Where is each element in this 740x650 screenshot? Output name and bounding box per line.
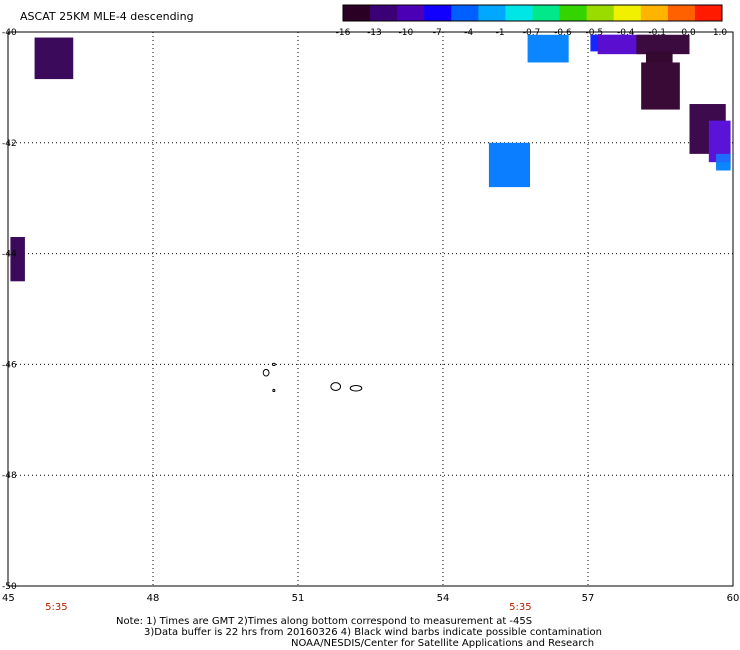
colorbar-label-11: 0.0 [681,28,696,38]
note-line-2: 3)Data buffer is 22 hrs from 20160326 4)… [144,627,602,638]
colorbar-label-2: -10 [398,28,413,38]
colorbar-swatch-1 [370,5,398,21]
colorbar-swatch-6 [505,5,533,21]
note-line-3: NOAA/NESDIS/Center for Satellite Applica… [291,638,595,649]
lon-label-1: 48 [147,593,160,604]
wind-cell-6 [636,34,690,55]
colorbar-label-10: -0.1 [648,28,666,38]
lat-label-4: -48 [2,471,17,481]
colorbar-label-9: -0.4 [617,28,635,38]
colorbar [342,4,723,22]
note-line-1: Note: 1) Times are GMT 2)Times along bot… [116,616,533,627]
wind-cell-10 [708,120,731,163]
island-2 [272,388,276,393]
colorbar-label-0: -16 [336,28,351,38]
wind-cell-1 [10,236,25,282]
lat-label-2: -44 [2,250,17,260]
colorbar-label-3: -7 [433,28,442,38]
lat-label-5: -50 [2,582,17,592]
colorbar-swatch-9 [586,5,615,21]
lon-label-3: 54 [437,593,450,604]
island-3 [330,382,342,391]
colorbar-label-5: -1 [496,28,505,38]
colorbar-labels: -16 -13 -10 -7 -4 -1 -0.7 -0.6 -0.5 -0.4 -0.1 0.0 1.… [336,28,728,38]
colorbar-label-1: -13 [367,28,382,38]
colorbar-swatch-8 [559,5,588,21]
colorbar-swatch-5 [478,5,506,21]
map-title: ASCAT 25KM MLE-4 descending [20,10,194,23]
colorbar-swatch-0 [343,5,371,21]
time-label-1: 5:35 [509,602,531,613]
lon-label-4: 57 [582,593,595,604]
longitude-labels: 45 48 51 54 57 60 [2,593,739,604]
map-frame [7,31,734,587]
wind-cell-3 [488,142,530,188]
colorbar-swatch-10 [613,5,642,21]
colorbar-swatch-13 [694,5,723,21]
colorbar-swatch-3 [424,5,452,21]
lon-label-2: 51 [292,593,305,604]
wind-cell-8 [641,62,680,110]
island-0 [262,368,270,377]
colorbar-swatch-7 [532,5,561,21]
wind-cell-2 [527,34,569,63]
colorbar-label-7: -0.6 [554,28,572,38]
colorbar-swatch-4 [451,5,479,21]
wind-cell-12 [716,162,731,171]
latitude-labels: -40 -42 -44 -46 -48 -50 [2,28,17,592]
lon-label-5: 60 [727,593,740,604]
wind-cells [10,34,731,282]
colorbar-swatch-11 [640,5,669,21]
island-1 [271,362,276,367]
colorbar-label-6: -0.7 [523,28,541,38]
wind-cell-0 [34,37,74,80]
colorbar-label-12: 1.0 [713,28,728,38]
coastlines [262,362,363,393]
lat-label-1: -42 [2,139,17,149]
island-4 [349,384,363,392]
colorbar-swatch-2 [397,5,425,21]
lon-label-0: 45 [2,593,15,604]
time-label-0: 5:35 [45,602,67,613]
graticule [8,32,733,586]
colorbar-border [342,4,723,22]
colorbar-label-8: -0.5 [586,28,604,38]
lat-label-0: -40 [2,28,17,38]
time-labels: 5:35 5:35 [45,602,531,613]
colorbar-swatch-12 [667,5,696,21]
lat-label-3: -46 [2,360,17,370]
colorbar-label-4: -4 [464,28,473,38]
